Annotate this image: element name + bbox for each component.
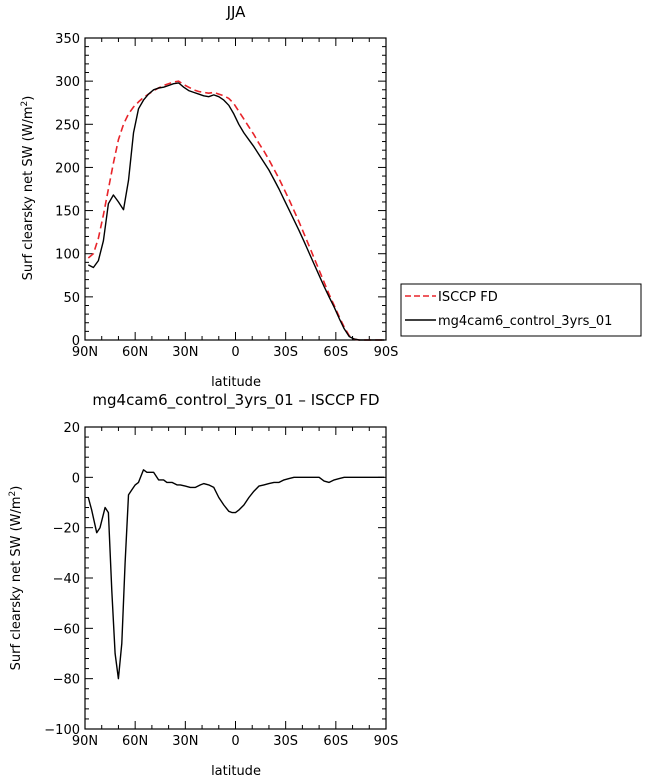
top-legend: ISCCP FD mg4cam6_control_3yrs_01: [400, 283, 642, 337]
bottom-x-tick-label: 90N: [72, 734, 98, 749]
bottom-y-tick-label: −40: [53, 572, 80, 587]
bottom-chart-title: mg4cam6_control_3yrs_01 – ISCCP FD: [92, 391, 379, 410]
bottom-x-tick-label: 60N: [122, 734, 148, 749]
top-frame: [84, 37, 387, 341]
top-y-axis-label-main: Surf clearsky net SW (W/m: [21, 106, 36, 280]
bottom-plot-area: 90N 60N 30N 0 30S 60S 90S −100 −80 −60 −40 −20 0 20: [44, 421, 398, 749]
bottom-y-tick-label: 20: [63, 421, 80, 436]
bottom-y-tick-label: −60: [53, 622, 80, 637]
top-y-axis-label-sup: 2: [20, 101, 30, 107]
top-series-line-1: [87, 82, 385, 341]
top-y-tick-label: 100: [55, 248, 80, 263]
bottom-x-tick-label: 60S: [323, 734, 348, 749]
top-y-tick-label: 0: [72, 334, 80, 349]
top-x-tick-label: 0: [231, 345, 239, 360]
bottom-y-tick-label: −20: [53, 522, 80, 537]
bottom-x-tick-label: 0: [231, 734, 239, 749]
top-chart: JJA 90N 60N 30N 0 30S 60S 90S 0 50 100 150 200 250 30…: [20, 3, 642, 390]
top-chart-title: JJA: [226, 3, 247, 21]
bottom-y-tick-label: 0: [72, 471, 80, 486]
top-y-tick-label: 50: [63, 291, 80, 306]
bottom-y-axis-label-tail: ): [9, 486, 24, 491]
bottom-y-tick-label: −100: [44, 723, 80, 738]
bottom-chart: mg4cam6_control_3yrs_01 – ISCCP FD 90N 60…: [8, 391, 398, 779]
top-x-tick-label: 60S: [323, 345, 348, 360]
top-x-tick-label: 30S: [273, 345, 298, 360]
top-y-tick-label: 250: [55, 118, 80, 133]
top-x-tick-label: 90N: [72, 345, 98, 360]
bottom-x-tick-label: 30N: [172, 734, 198, 749]
top-x-tick-label: 60N: [122, 345, 148, 360]
top-series-line-0: [87, 80, 385, 341]
top-x-axis-label: latitude: [211, 375, 261, 390]
top-plot-area: 90N 60N 30N 0 30S 60S 90S 0 50 100 150 200 250 300 350: [55, 32, 398, 360]
top-x-tick-label: 90S: [374, 345, 399, 360]
top-y-tick-label: 300: [55, 75, 80, 90]
bottom-series-line-0: [87, 469, 385, 680]
legend-box: [400, 283, 642, 337]
bottom-y-axis-label-main: Surf clearsky net SW (W/m: [9, 496, 24, 670]
bottom-x-tick-label: 30S: [273, 734, 298, 749]
top-x-tick-label: 30N: [172, 345, 198, 360]
bottom-y-axis-label: Surf clearsky net SW (W/m2): [8, 486, 24, 671]
legend-label-isccp: ISCCP FD: [438, 290, 498, 305]
bottom-x-axis-label: latitude: [211, 764, 261, 779]
legend-label-model: mg4cam6_control_3yrs_01: [438, 314, 612, 329]
top-y-tick-label: 350: [55, 32, 80, 47]
bottom-frame: [84, 426, 387, 730]
bottom-x-tick-label: 90S: [374, 734, 399, 749]
bottom-y-axis-label-sup: 2: [8, 491, 18, 497]
top-y-tick-label: 200: [55, 161, 80, 176]
top-y-tick-label: 150: [55, 205, 80, 220]
bottom-y-tick-label: −80: [53, 673, 80, 688]
top-y-axis-label-tail: ): [21, 96, 36, 101]
top-y-axis-label: Surf clearsky net SW (W/m2): [20, 96, 36, 281]
